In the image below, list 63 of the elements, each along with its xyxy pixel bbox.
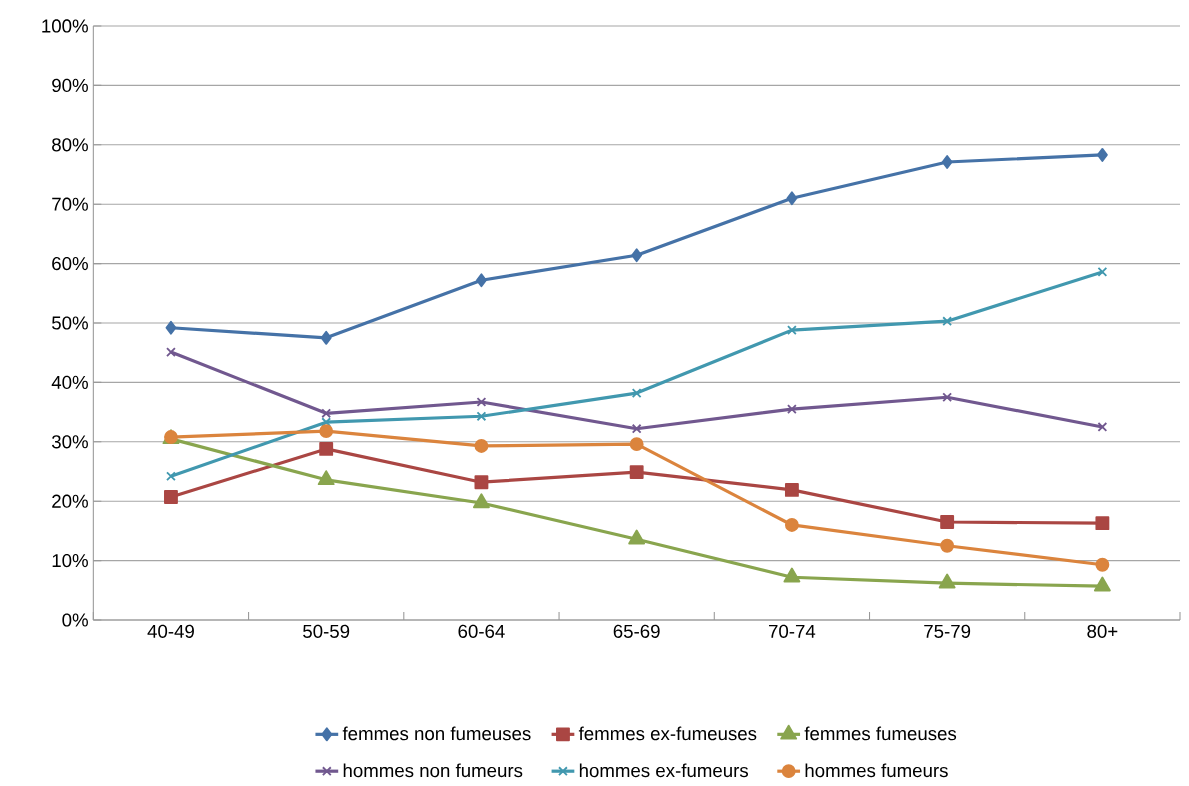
legend-label: femmes ex-fumeuses (578, 726, 757, 741)
legend-label: femmes fumeuses (804, 726, 957, 741)
point (166, 471, 176, 482)
point (1095, 516, 1110, 531)
point (164, 490, 178, 504)
point (474, 475, 489, 490)
x-tick-label: 40-49 (147, 624, 194, 638)
x-tick-label: 50-59 (303, 624, 350, 638)
point (631, 388, 642, 398)
y-tick-label: 20% (52, 494, 88, 508)
y-tick-label: 80% (52, 138, 88, 152)
point (1097, 267, 1108, 277)
point (942, 316, 953, 327)
point (319, 441, 334, 456)
x-tick-label: 70-74 (769, 624, 816, 638)
legend-label: hommes non fumeurs (343, 763, 523, 778)
y-tick-label: 100% (42, 19, 88, 33)
point (1096, 147, 1108, 162)
point (942, 392, 953, 403)
y-tick-label: 60% (52, 256, 88, 271)
point (629, 465, 644, 480)
point (317, 470, 335, 486)
legend-label: hommes ex-fumeurs (579, 763, 749, 778)
legend-label: femmes non fumeuses (342, 726, 531, 741)
point (787, 404, 797, 415)
point (940, 538, 955, 553)
y-tick-label: 30% (51, 435, 88, 449)
y-tick-label: 50% (52, 316, 88, 330)
point (320, 330, 332, 345)
legend-label: hommes fumeurs (805, 763, 948, 778)
point (631, 248, 643, 263)
point (784, 482, 799, 497)
point (321, 408, 332, 419)
point (165, 320, 177, 335)
point (1097, 422, 1108, 432)
point (1093, 576, 1111, 592)
x-tick-label: 65-69 (613, 624, 660, 638)
point (319, 424, 334, 439)
point (628, 529, 646, 545)
x-tick-label: 75-79 (924, 624, 971, 638)
point (475, 273, 487, 288)
point (787, 325, 797, 336)
y-tick-label: 40% (51, 375, 88, 390)
point (476, 397, 487, 407)
x-tick-label: 60-64 (458, 624, 505, 638)
point (786, 191, 798, 206)
x-tick-label: 80+ (1087, 624, 1118, 638)
point (472, 493, 490, 509)
point (783, 567, 801, 583)
point (941, 155, 953, 169)
point (166, 347, 176, 357)
point (940, 515, 955, 529)
y-tick-label: 70% (52, 197, 88, 211)
y-tick-label: 90% (52, 78, 88, 93)
point (631, 423, 642, 434)
point (938, 573, 956, 589)
point (629, 437, 644, 452)
point (784, 518, 799, 532)
point (1095, 557, 1110, 572)
point (474, 439, 489, 453)
y-tick-label: 0% (62, 613, 88, 627)
y-tick-label: 10% (52, 553, 88, 568)
point (476, 411, 487, 422)
